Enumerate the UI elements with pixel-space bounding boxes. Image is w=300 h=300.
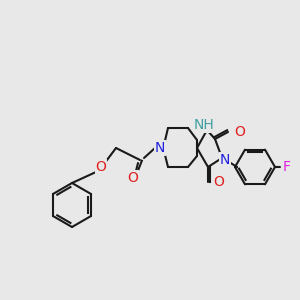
Text: O: O: [213, 175, 224, 189]
Text: N: N: [220, 153, 230, 167]
Text: F: F: [283, 160, 291, 174]
Text: O: O: [234, 125, 245, 139]
Text: O: O: [128, 171, 138, 185]
Text: N: N: [155, 141, 165, 155]
Text: NH: NH: [194, 118, 214, 132]
Text: O: O: [96, 160, 106, 174]
